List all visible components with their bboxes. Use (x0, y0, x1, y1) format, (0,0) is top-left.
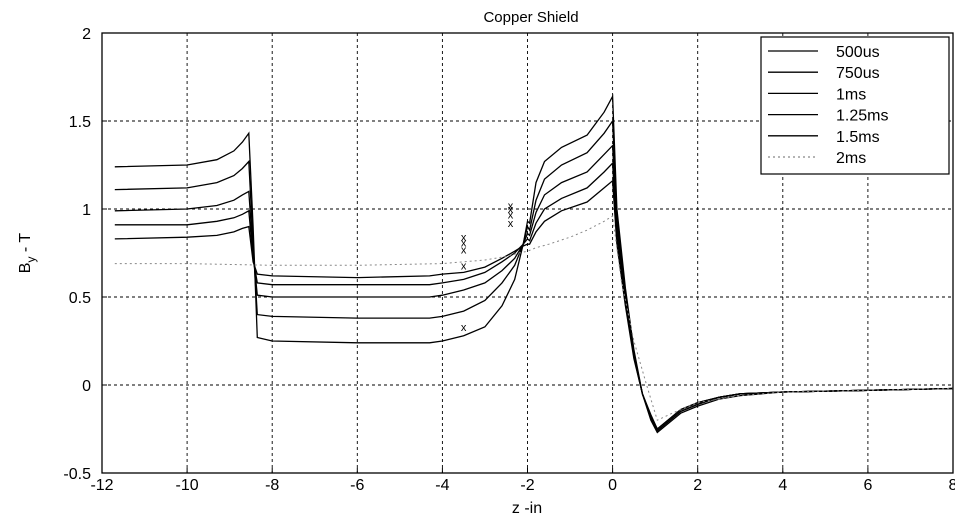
legend: 500us 750us 1ms 1.25ms 1.5ms 2ms (760, 36, 950, 175)
x-marker: x (461, 244, 467, 256)
x-marker: x (508, 200, 514, 212)
x-tick-label: -8 (265, 477, 279, 494)
x-tick-label: -2 (520, 477, 534, 494)
axis-ticks: -12 -10 -8 -6 -4 -2 0 2 4 6 8 -0.5 0 0.5 1 1.5 2 (63, 26, 955, 494)
x-tick-label: 6 (863, 477, 872, 494)
legend-entry-label: 1.5ms (836, 129, 880, 146)
x-marker: x (508, 209, 514, 221)
x-axis-label: z -in (512, 500, 542, 517)
legend-entry-label: 750us (836, 65, 880, 82)
x-tick-label: 0 (608, 477, 617, 494)
x-tick-label: 4 (778, 477, 787, 494)
x-tick-label: 2 (693, 477, 702, 494)
chart-title: Copper Shield (483, 9, 578, 26)
legend-entry-label: 1ms (836, 86, 866, 103)
x-marker: x (461, 232, 467, 244)
x-tick-label: -10 (176, 477, 199, 494)
y-axis-label-main: B (17, 263, 34, 274)
series-layer (114, 93, 954, 434)
legend-entry-label: 500us (836, 44, 880, 61)
x-tick-label: -4 (435, 477, 449, 494)
y-tick-label: 0 (82, 378, 91, 395)
legend-entry-label: 1.25ms (836, 108, 888, 125)
y-tick-label: 1 (82, 202, 91, 219)
x-marker: x (508, 204, 514, 216)
y-axis-label-unit: - T (17, 233, 34, 257)
y-tick-label: -0.5 (63, 466, 91, 483)
x-marker: x (461, 260, 467, 272)
y-tick-label: 2 (82, 26, 91, 43)
x-tick-label: -12 (90, 477, 113, 494)
legend-box (760, 36, 950, 175)
series-line-4 (114, 179, 954, 431)
y-axis-label: By - T (17, 233, 38, 274)
x-marker: x (508, 218, 514, 230)
x-marker: x (461, 237, 467, 249)
x-tick-label: 8 (949, 477, 955, 494)
x-tick-label: -6 (350, 477, 364, 494)
y-tick-label: 1.5 (69, 114, 91, 131)
x-marker: x (461, 322, 467, 334)
legend-entry-label: 2ms (836, 150, 866, 167)
y-tick-label: 0.5 (69, 290, 91, 307)
y-axis-label-subscript: y (24, 257, 38, 263)
